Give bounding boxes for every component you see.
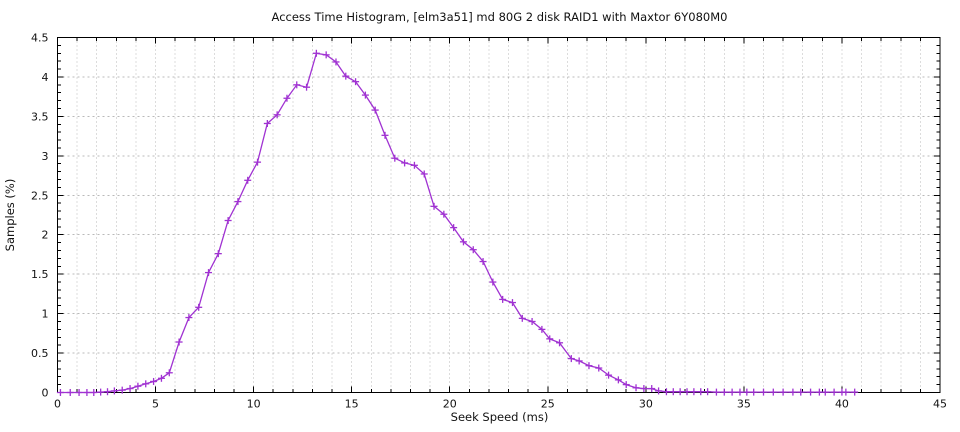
y-tick-labels: 0 0.5 1 1.5 2 2.5 3 3.5 4 4.5	[31, 32, 49, 400]
plot-border	[57, 37, 941, 393]
y-tick-label: 0	[42, 387, 49, 400]
x-tick-label: 40	[835, 398, 849, 411]
x-tick-label: 15	[345, 398, 359, 411]
x-tick-label: 5	[152, 398, 159, 411]
y-tick-label: 0.5	[31, 347, 49, 360]
x-tick-labels: 0 5 10 15 20 25 30 35 40 45	[54, 398, 947, 411]
y-tick-label: 4	[42, 71, 49, 84]
axis-ticks	[57, 37, 941, 393]
y-tick-label: 1.5	[31, 268, 49, 281]
chart-title: Access Time Histogram, [elm3a51] md 80G …	[271, 10, 728, 24]
y-tick-label: 1	[42, 308, 49, 321]
y-tick-label: 3.5	[31, 110, 49, 123]
y-tick-label: 3	[42, 150, 49, 163]
y-tick-label: 2	[42, 229, 49, 242]
x-tick-label: 35	[737, 398, 751, 411]
data-series-markers	[56, 49, 859, 396]
gridlines	[57, 37, 940, 393]
y-tick-label: 2.5	[31, 189, 49, 202]
x-tick-label: 0	[54, 398, 61, 411]
x-tick-label: 45	[933, 398, 947, 411]
y-tick-label: 4.5	[31, 32, 49, 45]
x-tick-label: 30	[639, 398, 653, 411]
x-axis-label: Seek Speed (ms)	[450, 410, 549, 424]
x-tick-label: 10	[247, 398, 261, 411]
x-tick-label: 25	[541, 398, 555, 411]
x-tick-label: 20	[443, 398, 457, 411]
